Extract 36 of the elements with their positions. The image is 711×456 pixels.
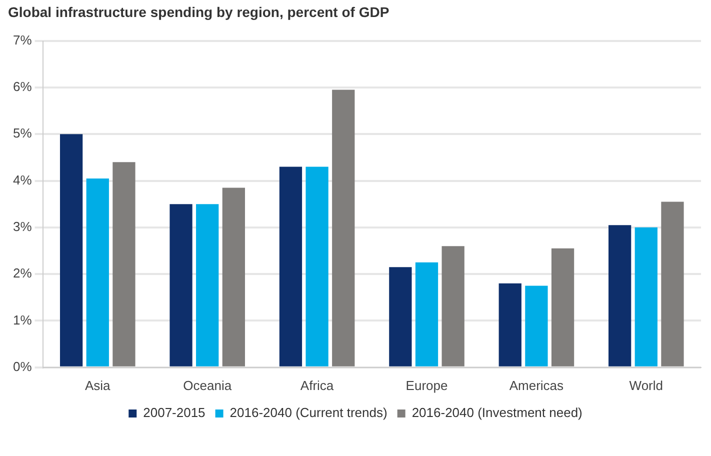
bar <box>222 188 245 366</box>
bar <box>112 162 136 366</box>
x-tick-label: Oceania <box>183 378 232 393</box>
bar <box>60 134 83 366</box>
y-tick-label: 6% <box>12 79 32 94</box>
bar <box>498 283 522 366</box>
legend-label: 2007-2015 <box>143 405 206 420</box>
x-tick-label: Europe <box>406 378 448 393</box>
x-tick-label: Africa <box>300 378 334 393</box>
y-tick-label: 4% <box>12 172 32 188</box>
x-tick-label: Americas <box>509 378 564 393</box>
bar <box>415 262 438 366</box>
legend-label: 2016-2040 (Current trends) <box>230 405 388 420</box>
y-tick-label: 7% <box>12 32 32 48</box>
bar <box>332 90 355 366</box>
x-tick-label: Asia <box>84 378 112 393</box>
y-tick-label: 2% <box>12 266 32 281</box>
bar <box>551 248 574 366</box>
bar <box>525 286 548 366</box>
bar <box>86 178 109 366</box>
legend-label: 2016-2040 (Investment need) <box>412 405 582 420</box>
bar <box>196 204 219 366</box>
bar <box>389 267 412 366</box>
x-tick-label: World <box>629 378 664 393</box>
bar <box>279 166 302 366</box>
chart-title: Global infrastructure spending by region, percent of GDP <box>8 4 390 20</box>
y-tick-label: 3% <box>12 219 32 234</box>
y-tick-label: 0% <box>12 358 32 374</box>
bar <box>306 166 328 366</box>
bar <box>170 204 192 366</box>
y-tick-label: 5% <box>12 126 32 141</box>
bar <box>608 225 632 366</box>
bar <box>661 202 684 366</box>
y-tick-label: 1% <box>12 312 32 328</box>
bar <box>442 246 464 366</box>
bar <box>634 227 658 366</box>
